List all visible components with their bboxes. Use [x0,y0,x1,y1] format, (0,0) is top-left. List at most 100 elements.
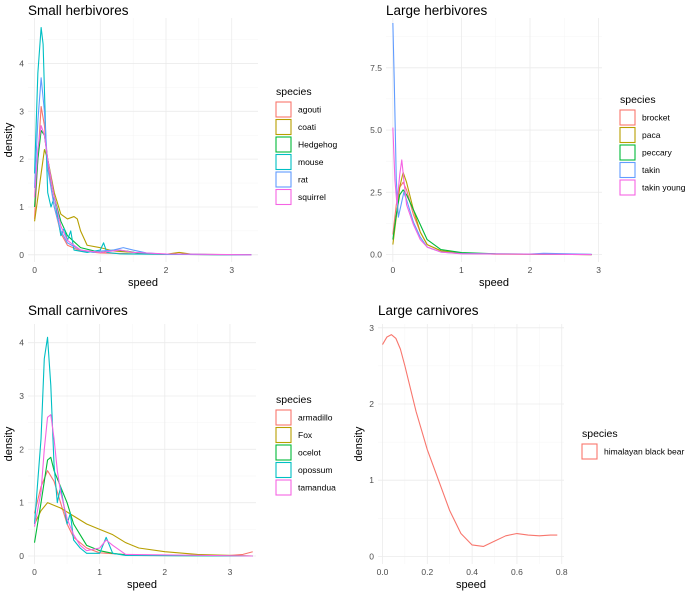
series-line-tamandua [33,414,253,557]
legend-key [275,409,292,426]
legend-key [275,136,292,153]
y-tick-label: 4 [19,58,24,68]
y-tick-label: 1 [369,475,374,485]
series-line-mouse [34,27,252,256]
legend-key [275,426,292,444]
x-tick-label: 3 [229,265,234,275]
series-line-agouti [34,105,252,256]
legend-key [275,153,292,171]
panel-title: Small herbivores [28,3,129,18]
series-line-peccary [392,189,592,256]
series-line-squirrel [34,125,252,256]
x-tick-label: 1 [459,265,464,275]
legend-label: himalayan black bear [604,447,684,457]
legend-label: opossum [298,465,333,475]
y-tick-label: 2 [369,399,374,409]
legend-label: ocelot [298,448,321,458]
x-tick-label: 0.8 [556,567,568,577]
x-tick-label: 1 [97,567,102,577]
series-line-takin-young [392,127,592,256]
x-axis-title: speed [479,277,509,289]
legend: species himalayan black bear [581,428,684,460]
panel-title: Large carnivores [378,303,479,318]
legend-key [619,144,636,161]
y-tick-label: 1 [19,498,24,508]
series-line-hedgehog [34,129,252,256]
legend: species agouti coati Hedgehog mouse rat squirr… [275,86,338,206]
legend-key [619,126,636,144]
y-tick-label: 0 [19,551,24,561]
legend-title: species [276,86,312,98]
x-tick-label: 0 [32,265,37,275]
series-line-opossum [33,336,253,557]
legend-label: tamandua [298,483,336,493]
legend-label: takin young [642,183,686,193]
legend-label: armadillo [298,413,333,423]
legend-key [619,109,636,126]
legend-key [581,443,598,460]
legend: species brocket paca peccary takin takin youn… [619,94,686,196]
y-tick-label: 2 [19,154,24,164]
series-line-fox [34,502,253,557]
x-tick-label: 1 [98,265,103,275]
y-axis-title: density [353,426,365,461]
x-axis-title: speed [456,579,486,591]
legend-title: species [620,94,656,106]
legend-key [275,118,292,136]
x-tick-label: 2 [528,265,533,275]
y-tick-label: 0.0 [370,250,382,260]
series-line-himalayan-black-bear [382,334,558,548]
x-tick-label: 0.4 [466,567,478,577]
legend-key [275,101,292,118]
legend-key [275,461,292,479]
legend: species armadillo Fox ocelot opossum tamandua [275,394,336,496]
legend-key [275,171,292,188]
legend-label: peccary [642,148,673,158]
series-line-takin [392,22,592,255]
panel-title: Large herbivores [386,3,488,18]
legend-label: rat [298,175,309,185]
panel-1: 0 1 2 3 0 1 2 3 4 Small herbivores speed density spe… [3,3,338,289]
y-tick-label: 3 [19,391,24,401]
legend-label: takin [642,165,660,175]
y-tick-label: 5.0 [370,125,382,135]
legend-label: coati [298,122,316,132]
legend-key [275,188,292,206]
x-tick-label: 0.2 [421,567,433,577]
y-tick-label: 2 [19,444,24,454]
y-tick-label: 4 [19,338,24,348]
y-tick-label: 3 [369,323,374,333]
legend-label: brocket [642,113,671,123]
legend-label: mouse [298,157,324,167]
series-line-rat [34,77,252,256]
y-tick-label: 0 [369,551,374,561]
x-axis-title: speed [128,277,158,289]
legend-label: squirrel [298,192,326,202]
legend-label: Hedgehog [298,140,338,150]
x-tick-label: 3 [596,265,601,275]
y-tick-label: 3 [19,106,24,116]
panel-title: Small carnivores [28,303,128,318]
legend-title: species [276,394,312,406]
y-tick-label: 0 [19,250,24,260]
panel-2: 0 1 2 3 0.0 2.5 5.0 7.5 Large herbivores speed spe… [370,3,686,289]
y-axis-title: density [3,426,15,461]
legend-title: species [582,428,618,440]
series-line-brocket [392,181,592,256]
x-axis-title: speed [127,579,157,591]
panel-3: 0 1 2 3 0 1 2 3 4 Small carnivores speed density spe… [3,303,336,591]
x-tick-label: 0.0 [377,567,389,577]
x-tick-label: 0.6 [511,567,523,577]
legend-label: paca [642,130,661,140]
x-tick-label: 0 [390,265,395,275]
legend-key [619,179,636,196]
y-tick-label: 1 [19,202,24,212]
legend-key [275,444,292,461]
legend-label: Fox [298,430,313,440]
y-axis-title: density [3,122,15,157]
legend-key [619,161,636,179]
x-tick-label: 2 [164,265,169,275]
y-tick-label: 7.5 [370,63,382,73]
x-tick-label: 0 [32,567,37,577]
